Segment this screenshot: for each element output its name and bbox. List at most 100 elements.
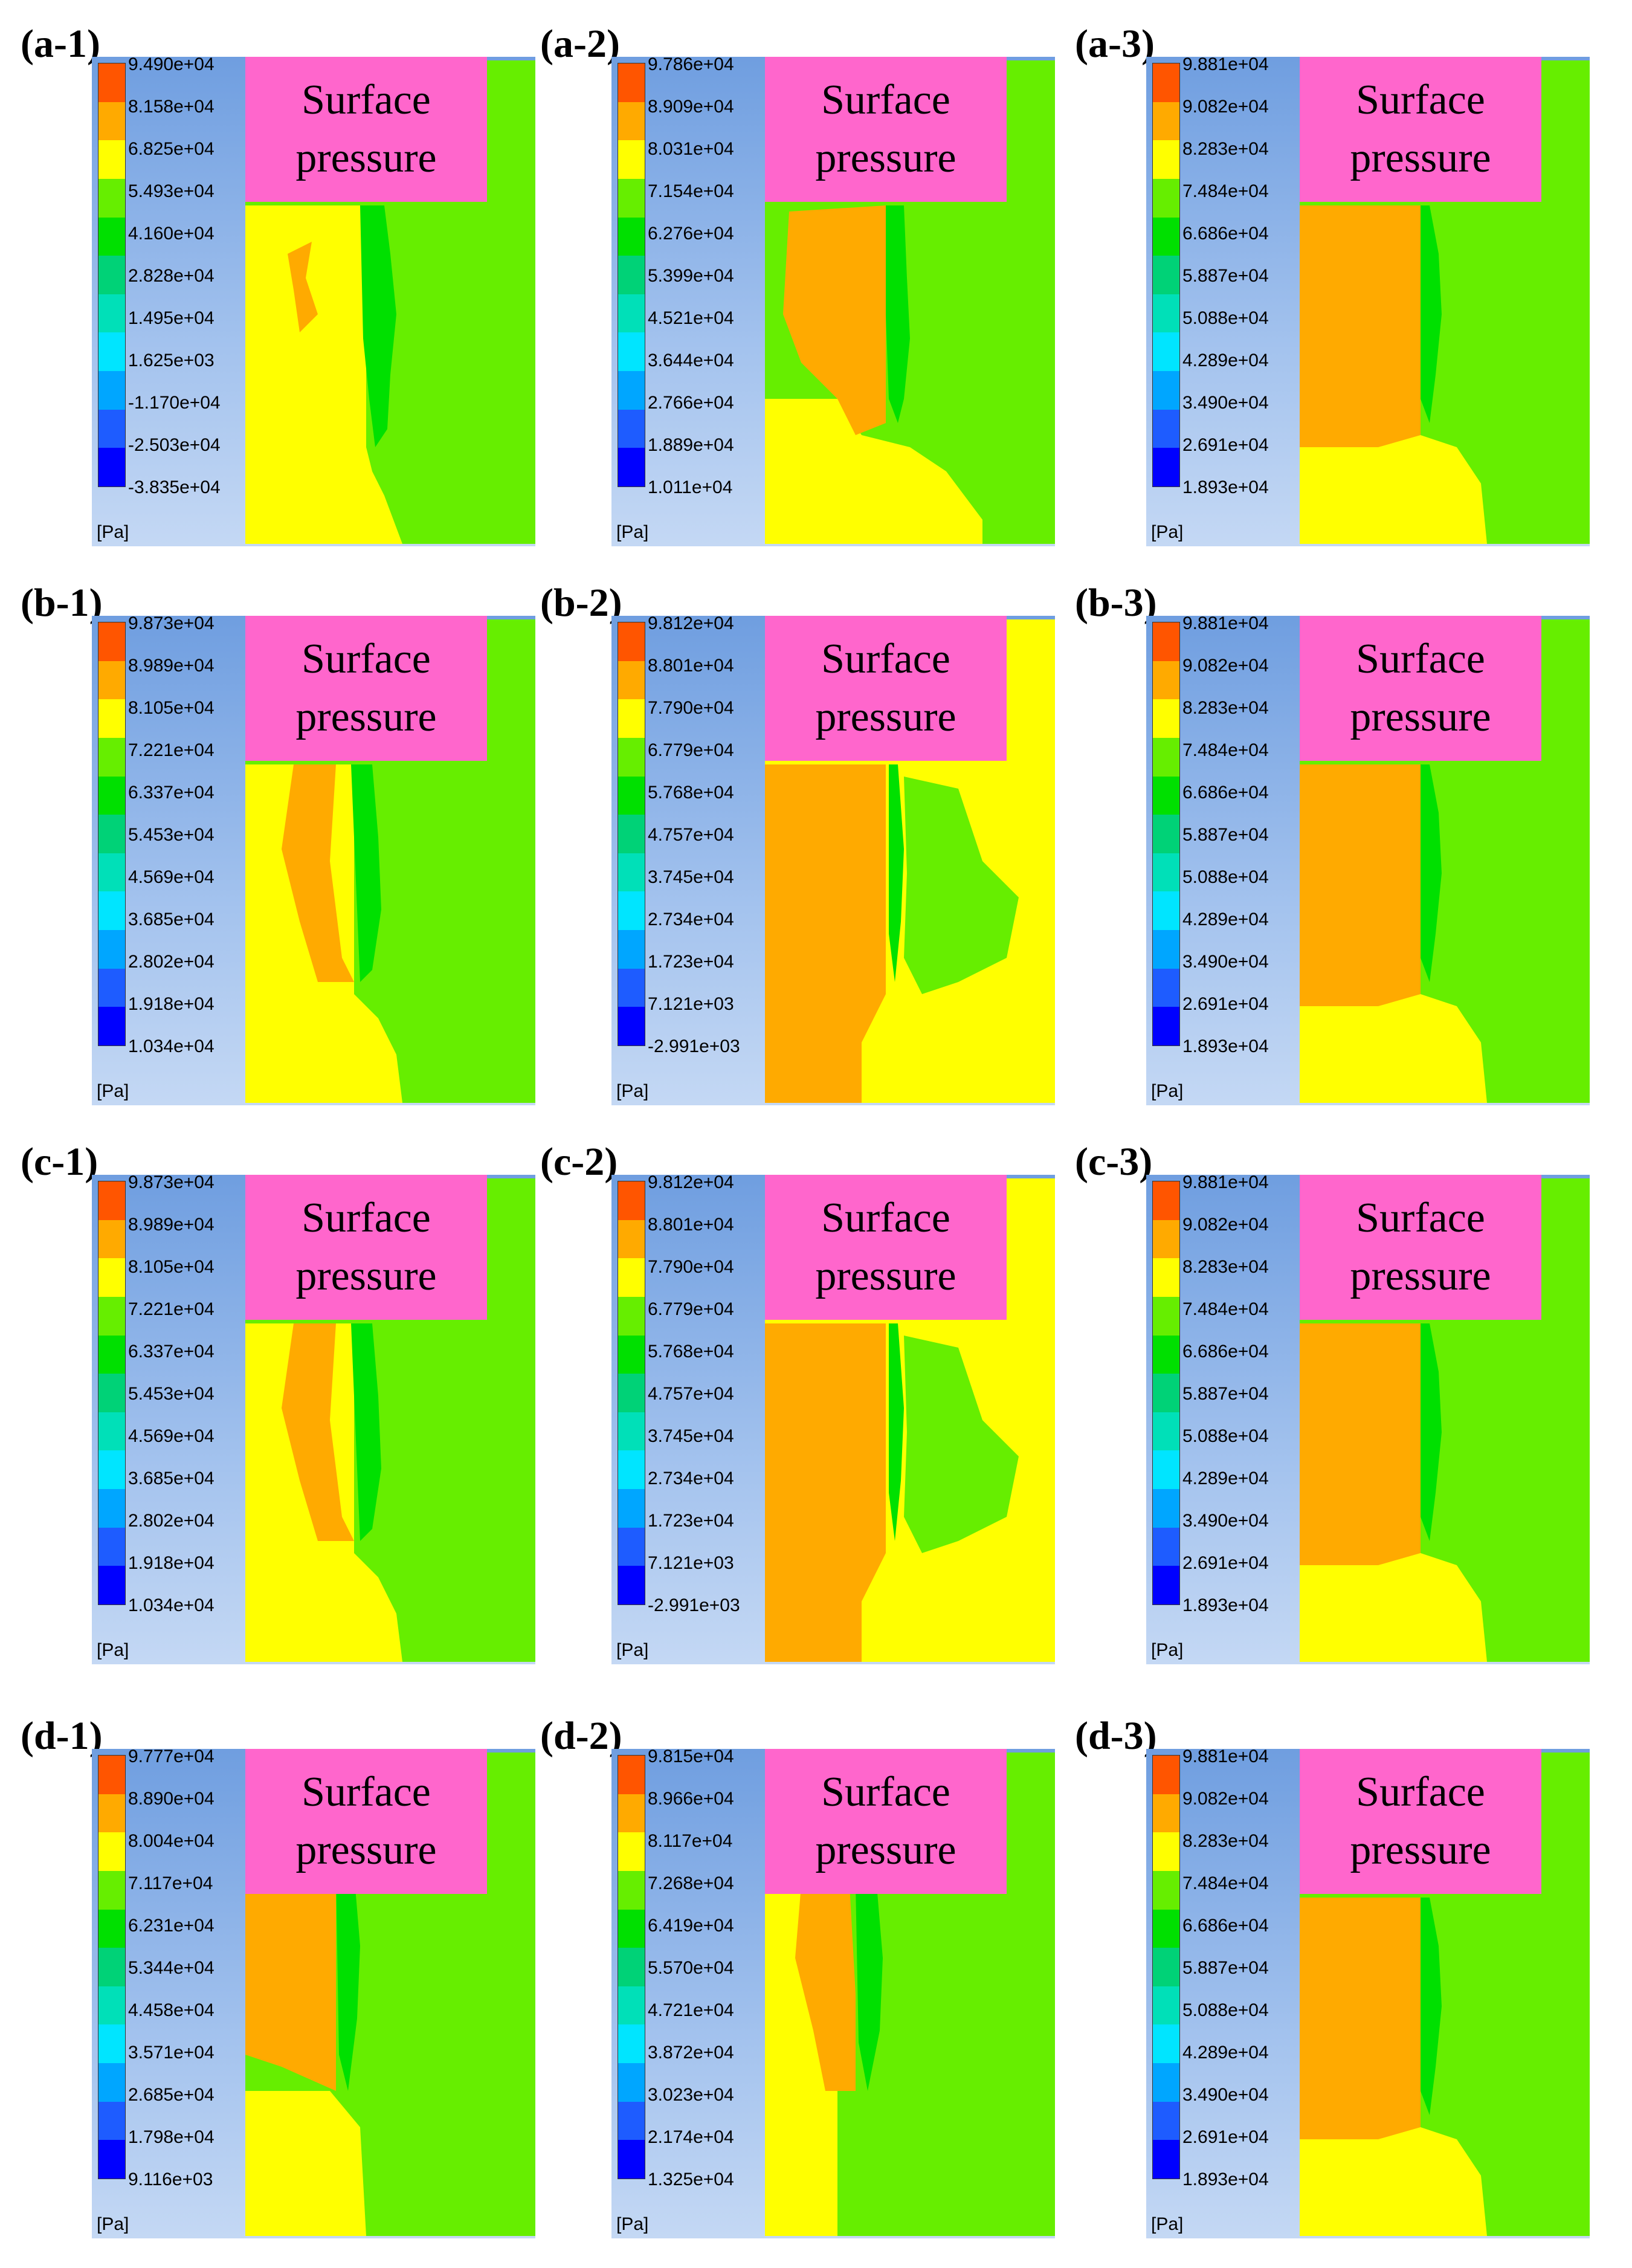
- colorbar-tick-label: 2.802e+04: [128, 952, 214, 972]
- colorbar-segment: [98, 1412, 125, 1451]
- colorbar-tick-label: 8.989e+04: [128, 656, 214, 676]
- colorbar-segment: [98, 1870, 125, 1910]
- colorbar-segment: [98, 63, 125, 102]
- colorbar-tick-label: 1.723e+04: [648, 952, 734, 972]
- colorbar-tick-label: 1.325e+04: [648, 2169, 734, 2189]
- colorbar-tick-label: 4.721e+04: [648, 2000, 734, 2020]
- panel-label: (b-1): [21, 581, 103, 625]
- colorbar-tick-label: 7.221e+04: [128, 1299, 214, 1319]
- plot-frame: 9.490e+04 8.158e+04 6.825e+04 5.493e+04 4.16…: [92, 57, 535, 546]
- colorbar-tick-label: 5.887e+04: [1182, 1384, 1269, 1404]
- colorbar-tick-label: 3.490e+04: [1182, 1511, 1269, 1531]
- colorbar-segment: [1153, 102, 1179, 141]
- colorbar-segment: [98, 1181, 125, 1220]
- colorbar-segment: [618, 930, 645, 969]
- colorbar-unit: [Pa]: [1151, 522, 1184, 542]
- colorbar-tick-label: 8.117e+04: [648, 1831, 733, 1851]
- colorbar-tick-label: 7.268e+04: [648, 1873, 734, 1893]
- colorbar-tick-label: 2.691e+04: [1182, 435, 1269, 455]
- colorbar-tick-label: 1.034e+04: [128, 1036, 214, 1056]
- colorbar-segment: [618, 1794, 645, 1833]
- colorbar-segment: [618, 968, 645, 1007]
- colorbar-segment: [1153, 1181, 1179, 1220]
- colorbar-tick-label: 8.966e+04: [648, 1789, 734, 1809]
- label-line-1: Surface: [302, 636, 431, 682]
- colorbar-segment: [1153, 371, 1179, 410]
- colorbar-segment: [98, 1566, 125, 1604]
- colorbar-segment: [98, 1832, 125, 1871]
- colorbar-unit: [Pa]: [616, 1640, 649, 1660]
- colorbar-tick-label: 8.283e+04: [1182, 698, 1269, 718]
- contour-panel: (c-3) 9.881e+04 9.082e+04 8.283e+04 7.484e+…: [1075, 1142, 1590, 1683]
- label-line-1: Surface: [1356, 1769, 1485, 1815]
- colorbar-segment: [1153, 891, 1179, 930]
- colorbar: [98, 1181, 126, 1605]
- colorbar-segment: [618, 1566, 645, 1604]
- colorbar-segment: [1153, 1450, 1179, 1489]
- plot-frame: 9.815e+04 8.966e+04 8.117e+04 7.268e+04 6.41…: [611, 1749, 1055, 2238]
- colorbar-segment: [98, 294, 125, 333]
- colorbar-segment: [98, 2063, 125, 2102]
- region-vortex-band: [889, 764, 904, 982]
- label-line-2: pressure: [1350, 1253, 1491, 1299]
- plot-frame: 9.777e+04 8.890e+04 8.004e+04 7.117e+04 6.23…: [92, 1749, 535, 2238]
- panel-label: (c-2): [540, 1140, 618, 1184]
- label-line-2: pressure: [295, 1253, 437, 1299]
- region-vortex-band: [886, 205, 910, 423]
- colorbar-tick-label: 7.221e+04: [128, 740, 214, 760]
- colorbar-segment: [98, 102, 125, 141]
- plot-frame: 9.873e+04 8.989e+04 8.105e+04 7.221e+04 6.33…: [92, 1175, 535, 1664]
- colorbar-segment: [1153, 1412, 1179, 1451]
- region-vortex-band: [351, 764, 381, 982]
- colorbar-tick-label: 9.873e+04: [128, 1175, 214, 1192]
- contour-panel: (d-1) 9.777e+04 8.890e+04 8.004e+04 7.117e+…: [21, 1716, 535, 2257]
- label-line-2: pressure: [815, 1827, 956, 1873]
- colorbar-segment: [618, 815, 645, 853]
- colorbar-tick-label: 8.801e+04: [648, 1215, 734, 1235]
- surface-pressure-label: Surface pressure: [1300, 616, 1541, 761]
- colorbar-tick-label: 9.881e+04: [1182, 1175, 1269, 1192]
- colorbar-tick-label: 1.889e+04: [648, 435, 734, 455]
- colorbar-tick-label: 5.453e+04: [128, 1384, 214, 1404]
- label-line-1: Surface: [302, 77, 431, 123]
- colorbar: [618, 63, 645, 487]
- colorbar-segment: [98, 371, 125, 410]
- colorbar-segment: [1153, 930, 1179, 969]
- colorbar-segment: [618, 1007, 645, 1045]
- colorbar: [98, 1755, 126, 2179]
- colorbar-segment: [1153, 256, 1179, 294]
- colorbar-segment: [618, 699, 645, 738]
- region-vortex-band: [1421, 1898, 1442, 2115]
- colorbar-tick-label: 2.734e+04: [648, 1468, 734, 1488]
- plot-frame: 9.873e+04 8.989e+04 8.105e+04 7.221e+04 6.33…: [92, 616, 535, 1105]
- colorbar-tick-label: 5.887e+04: [1182, 266, 1269, 286]
- colorbar-tick-label: 3.685e+04: [128, 1468, 214, 1488]
- colorbar-tick-label: 1.495e+04: [128, 308, 214, 328]
- colorbar-tick-label: 7.790e+04: [648, 1257, 734, 1277]
- colorbar-segment: [1153, 1220, 1179, 1259]
- colorbar-tick-label: 7.121e+03: [648, 1553, 734, 1573]
- colorbar-segment: [618, 1909, 645, 1948]
- colorbar-segment: [1153, 776, 1179, 815]
- region-orange-left: [783, 205, 886, 435]
- contour-panel: (d-2) 9.815e+04 8.966e+04 8.117e+04 7.268e+…: [540, 1716, 1055, 2257]
- region-vortex-band: [889, 1323, 904, 1541]
- colorbar-tick-label: 1.918e+04: [128, 994, 214, 1014]
- colorbar-segment: [98, 448, 125, 486]
- colorbar-segment: [618, 1181, 645, 1220]
- panel-label: (a-1): [21, 22, 100, 66]
- colorbar-segment: [1153, 1296, 1179, 1336]
- colorbar-segment: [98, 661, 125, 700]
- colorbar-tick-label: 1.893e+04: [1182, 1036, 1269, 1056]
- contour-panel: (b-1) 9.873e+04 8.989e+04 8.105e+04 7.221e+…: [21, 581, 535, 1124]
- colorbar-segment: [1153, 2024, 1179, 2063]
- colorbar-segment: [618, 448, 645, 486]
- colorbar-segment: [1153, 1527, 1179, 1566]
- label-line-1: Surface: [821, 1195, 950, 1241]
- colorbar-tick-label: 3.571e+04: [128, 2043, 214, 2063]
- region-orange-left: [1300, 205, 1421, 459]
- colorbar-segment: [618, 1527, 645, 1566]
- colorbar-segment: [618, 2024, 645, 2063]
- colorbar-segment: [1153, 178, 1179, 218]
- colorbar-segment: [1153, 1489, 1179, 1528]
